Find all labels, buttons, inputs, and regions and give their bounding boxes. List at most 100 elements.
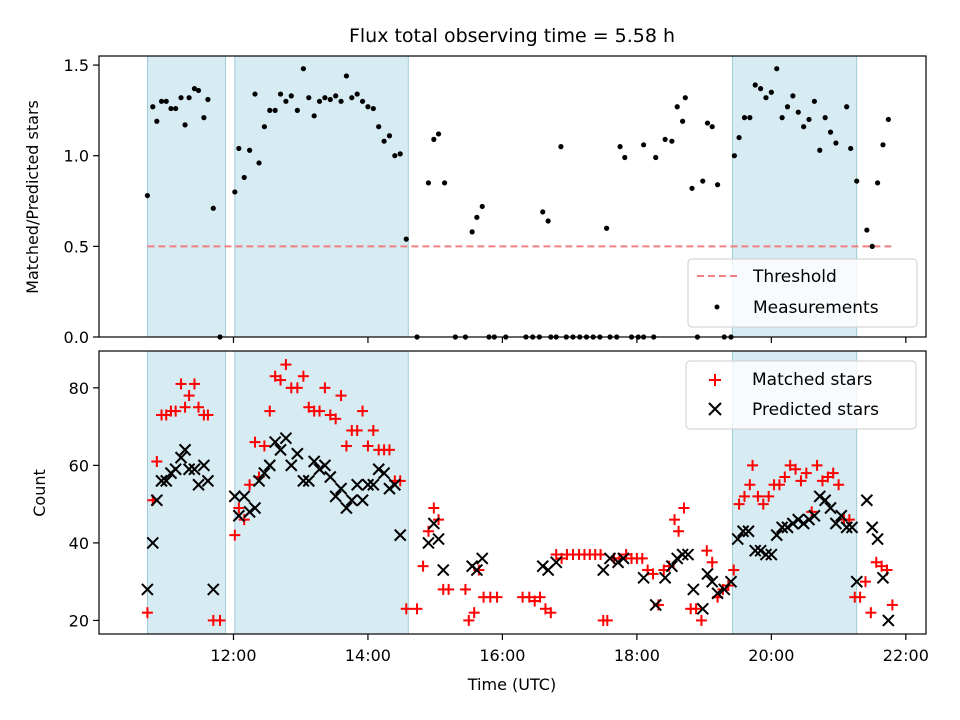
- x-b: [676, 548, 689, 561]
- predicted-point-10: [188, 463, 201, 476]
- predicted-point-54: [536, 559, 549, 573]
- x-b: [808, 509, 821, 522]
- measurement-point-90: [680, 118, 686, 124]
- predicted-point-78: [749, 544, 762, 557]
- x-b: [252, 474, 266, 488]
- measurement-point-31: [311, 113, 317, 119]
- bottom-ytick-label-1: 40: [69, 534, 89, 553]
- x-b: [749, 544, 762, 557]
- x-b: [388, 478, 402, 491]
- x-b: [476, 552, 489, 565]
- x-b: [232, 509, 246, 522]
- top-ytick-label-0: 0.0: [64, 328, 89, 347]
- matched-point-52: [428, 502, 440, 514]
- measurement-point-42: [370, 105, 376, 112]
- x-b: [422, 536, 435, 550]
- measurement-point-58: [479, 203, 485, 210]
- measurement-point-10: [191, 86, 198, 92]
- predicted-point-21: [258, 466, 271, 480]
- predicted-point-19: [248, 501, 262, 515]
- matched-point-28: [291, 382, 303, 394]
- measurement-point-110: [784, 104, 791, 110]
- x-b: [597, 563, 610, 577]
- predicted-point-86: [792, 513, 805, 526]
- predicted-point-88: [802, 513, 816, 526]
- matched-point-17: [233, 502, 245, 514]
- predicted-point-62: [649, 598, 662, 612]
- predicted-point-81: [765, 548, 778, 561]
- predicted-point-53: [476, 552, 489, 565]
- matched-point-103: [733, 498, 745, 510]
- x-b: [155, 474, 168, 488]
- x-b: [696, 602, 709, 616]
- matched-point-87: [647, 568, 659, 580]
- matched-point-55: [443, 583, 455, 595]
- matched-point-41: [362, 440, 374, 452]
- predicted-point-22: [263, 459, 276, 472]
- measurement-point-121: [848, 145, 854, 152]
- measurement-point-27: [288, 93, 294, 99]
- measurement-point-13: [205, 96, 211, 103]
- x-b: [174, 451, 188, 464]
- measurement-point-117: [822, 115, 828, 121]
- predicted-legend-label: Predicted stars: [752, 400, 879, 420]
- predicted-point-93: [829, 517, 843, 530]
- matched-point-102: [728, 564, 740, 576]
- x-b: [536, 559, 549, 573]
- measurement-point-119: [833, 140, 839, 146]
- measurement-point-1: [150, 104, 156, 110]
- matched-point-66: [534, 591, 546, 603]
- measurement-point-48: [403, 236, 409, 242]
- measurement-point-4: [163, 98, 169, 104]
- measurement-point-11: [195, 87, 202, 94]
- x-b: [845, 521, 859, 534]
- measurement-point-123: [864, 227, 870, 233]
- predicted-point-98: [860, 494, 874, 507]
- predicted-point-63: [658, 571, 672, 584]
- bottom-legend: Matched stars Predicted stars: [685, 360, 917, 430]
- matched-point-42: [367, 424, 379, 436]
- x-b: [307, 455, 321, 468]
- x-b: [228, 490, 242, 503]
- matched-point-106: [747, 459, 759, 471]
- measurement-point-111: [790, 93, 796, 99]
- matched-point-77: [595, 549, 607, 561]
- predicted-point-34: [329, 490, 342, 503]
- measurement-point-113: [801, 124, 807, 130]
- bottom-ytick-label-3: 80: [69, 379, 89, 398]
- top-panel: 0.0 0.5 1.0 1.5 Matched/Predicted stars Thr…: [23, 55, 927, 347]
- x-b: [671, 552, 684, 565]
- matched-point-98: [706, 556, 718, 568]
- x-b: [334, 482, 348, 495]
- predicted-point-46: [394, 528, 407, 542]
- x-b: [150, 494, 164, 507]
- matched-legend-label: Matched stars: [752, 370, 872, 390]
- predicted-point-99: [866, 521, 879, 534]
- predicted-point-72: [711, 587, 724, 600]
- predicted-point-56: [549, 556, 563, 569]
- predicted-point-65: [671, 552, 684, 565]
- measurement-point-124: [869, 243, 875, 249]
- matched-point-132: [886, 599, 898, 611]
- predicted-point-58: [603, 552, 617, 565]
- xtick-label-4: 20:00: [748, 646, 794, 665]
- measurement-point-7: [178, 95, 184, 101]
- x-b: [470, 563, 484, 577]
- predicted-point-97: [850, 575, 863, 588]
- measurement-point-87: [662, 136, 668, 142]
- measurement-point-53: [441, 180, 448, 186]
- x-b: [840, 521, 853, 534]
- chart-title: Flux total observing time = 5.58 h: [349, 25, 675, 47]
- x-b: [258, 466, 271, 480]
- x-b: [829, 517, 843, 530]
- x-b: [770, 528, 783, 542]
- predicted-point-23: [268, 435, 282, 449]
- x-b: [302, 474, 315, 488]
- measurement-point-40: [359, 98, 366, 104]
- matched-point-127: [859, 576, 871, 588]
- x-b: [687, 583, 700, 596]
- predicted-point-64: [665, 559, 679, 573]
- measurement-point-118: [827, 129, 834, 135]
- predicted-point-43: [377, 466, 391, 480]
- measurement-point-104: [752, 82, 758, 88]
